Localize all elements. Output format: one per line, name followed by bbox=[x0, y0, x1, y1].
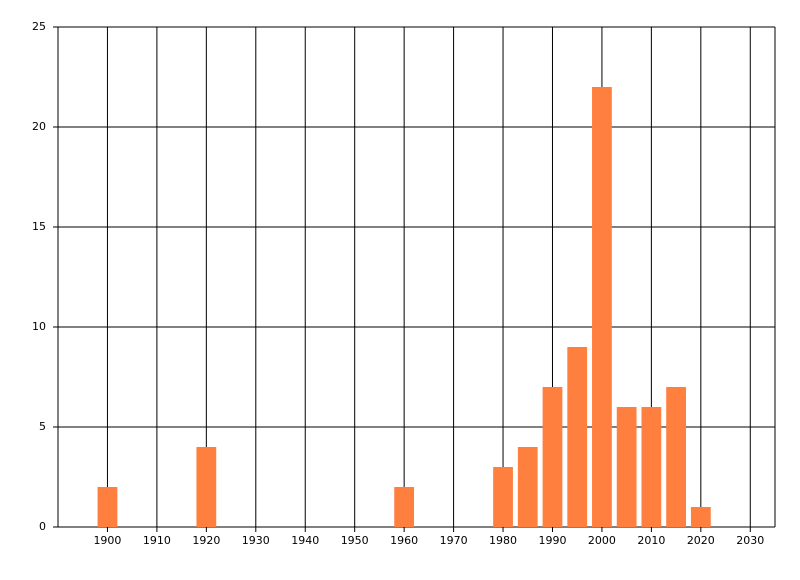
y-tick-label: 20 bbox=[32, 120, 46, 133]
x-tick-label: 1960 bbox=[390, 534, 418, 547]
x-tick-label: 1990 bbox=[538, 534, 566, 547]
bar bbox=[493, 467, 513, 527]
x-tick-label: 1980 bbox=[489, 534, 517, 547]
bar bbox=[592, 87, 612, 527]
x-tick-label: 2030 bbox=[736, 534, 764, 547]
x-tick-label: 2020 bbox=[687, 534, 715, 547]
bar bbox=[196, 447, 217, 527]
x-tick-label: 1940 bbox=[291, 534, 319, 547]
y-tick-label: 0 bbox=[39, 520, 46, 533]
x-tick-label: 1950 bbox=[341, 534, 369, 547]
bar bbox=[567, 347, 588, 527]
x-tick-label: 1900 bbox=[93, 534, 121, 547]
bar bbox=[666, 387, 686, 527]
x-tick-label: 1910 bbox=[143, 534, 171, 547]
y-tick-label: 25 bbox=[32, 20, 46, 33]
bar bbox=[542, 387, 563, 527]
bar bbox=[641, 407, 662, 527]
y-tick-label: 5 bbox=[39, 420, 46, 433]
x-tick-label: 1930 bbox=[242, 534, 270, 547]
x-tick-label: 1920 bbox=[192, 534, 220, 547]
bar bbox=[690, 507, 711, 527]
bar bbox=[97, 487, 118, 527]
y-tick-label: 10 bbox=[32, 320, 46, 333]
x-tick-label: 1970 bbox=[440, 534, 468, 547]
x-tick-label: 2010 bbox=[637, 534, 665, 547]
x-tick-label: 2000 bbox=[588, 534, 616, 547]
bar bbox=[517, 447, 538, 527]
bar bbox=[616, 407, 637, 527]
y-tick-label: 15 bbox=[32, 220, 46, 233]
bar bbox=[394, 487, 415, 527]
